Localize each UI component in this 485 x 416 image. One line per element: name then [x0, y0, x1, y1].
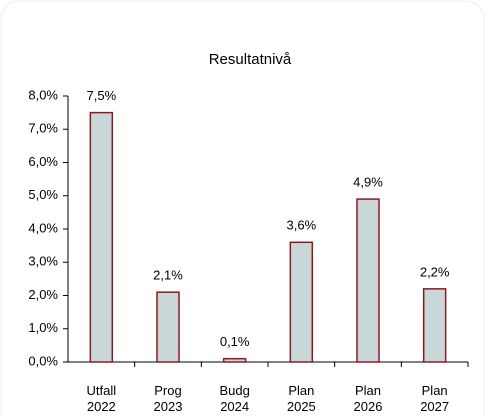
y-tick-label: 0,0%: [28, 353, 58, 368]
bar: [89, 111, 114, 363]
bar: [156, 291, 180, 363]
bar: [222, 357, 247, 363]
bar: [422, 288, 447, 363]
bar: [356, 198, 380, 363]
x-tick-label-line: Plan: [288, 383, 314, 398]
x-tick-label-line: Plan: [422, 383, 448, 398]
x-tick-label-line: Prog: [154, 383, 181, 398]
y-tick-label: 5,0%: [28, 187, 58, 202]
value-label: 2,2%: [420, 264, 450, 279]
x-tick-label-line: Plan: [355, 383, 381, 398]
y-tick-label: 4,0%: [28, 220, 58, 235]
x-tick-label-line: 2026: [354, 399, 383, 414]
x-tick-label-line: 2027: [420, 399, 449, 414]
x-tick-label-line: 2022: [87, 399, 116, 414]
y-tick-label: 2,0%: [28, 287, 58, 302]
y-tick-label: 8,0%: [28, 87, 58, 102]
chart-title: Resultatnivå: [209, 51, 292, 68]
x-tick-label: Plan 2027: [420, 383, 449, 414]
y-tick-label: 1,0%: [28, 320, 58, 335]
y-tick-label: 6,0%: [28, 154, 58, 169]
x-tick-label: Utfall 2022: [87, 383, 117, 414]
y-tick-label: 7,0%: [28, 121, 58, 136]
x-tick-label-line: 2024: [220, 399, 249, 414]
value-label: 0,1%: [220, 334, 250, 349]
x-tick-label: Prog 2023: [154, 383, 183, 414]
x-tick-label: Plan 2026: [354, 383, 383, 414]
value-label: 2,1%: [153, 268, 183, 283]
x-tick-label-line: Budg: [219, 383, 249, 398]
value-label: 7,5%: [87, 88, 117, 103]
x-tick-label-line: 2023: [154, 399, 183, 414]
y-tick-label: 3,0%: [28, 254, 58, 269]
x-tick-label-line: 2025: [287, 399, 316, 414]
value-label: 3,6%: [287, 218, 317, 233]
bar: [289, 241, 314, 363]
value-label: 4,9%: [353, 175, 383, 190]
x-tick-label: Budg 2024: [219, 383, 249, 414]
x-tick-label: Plan 2025: [287, 383, 316, 414]
x-tick-label-line: Utfall: [87, 383, 117, 398]
